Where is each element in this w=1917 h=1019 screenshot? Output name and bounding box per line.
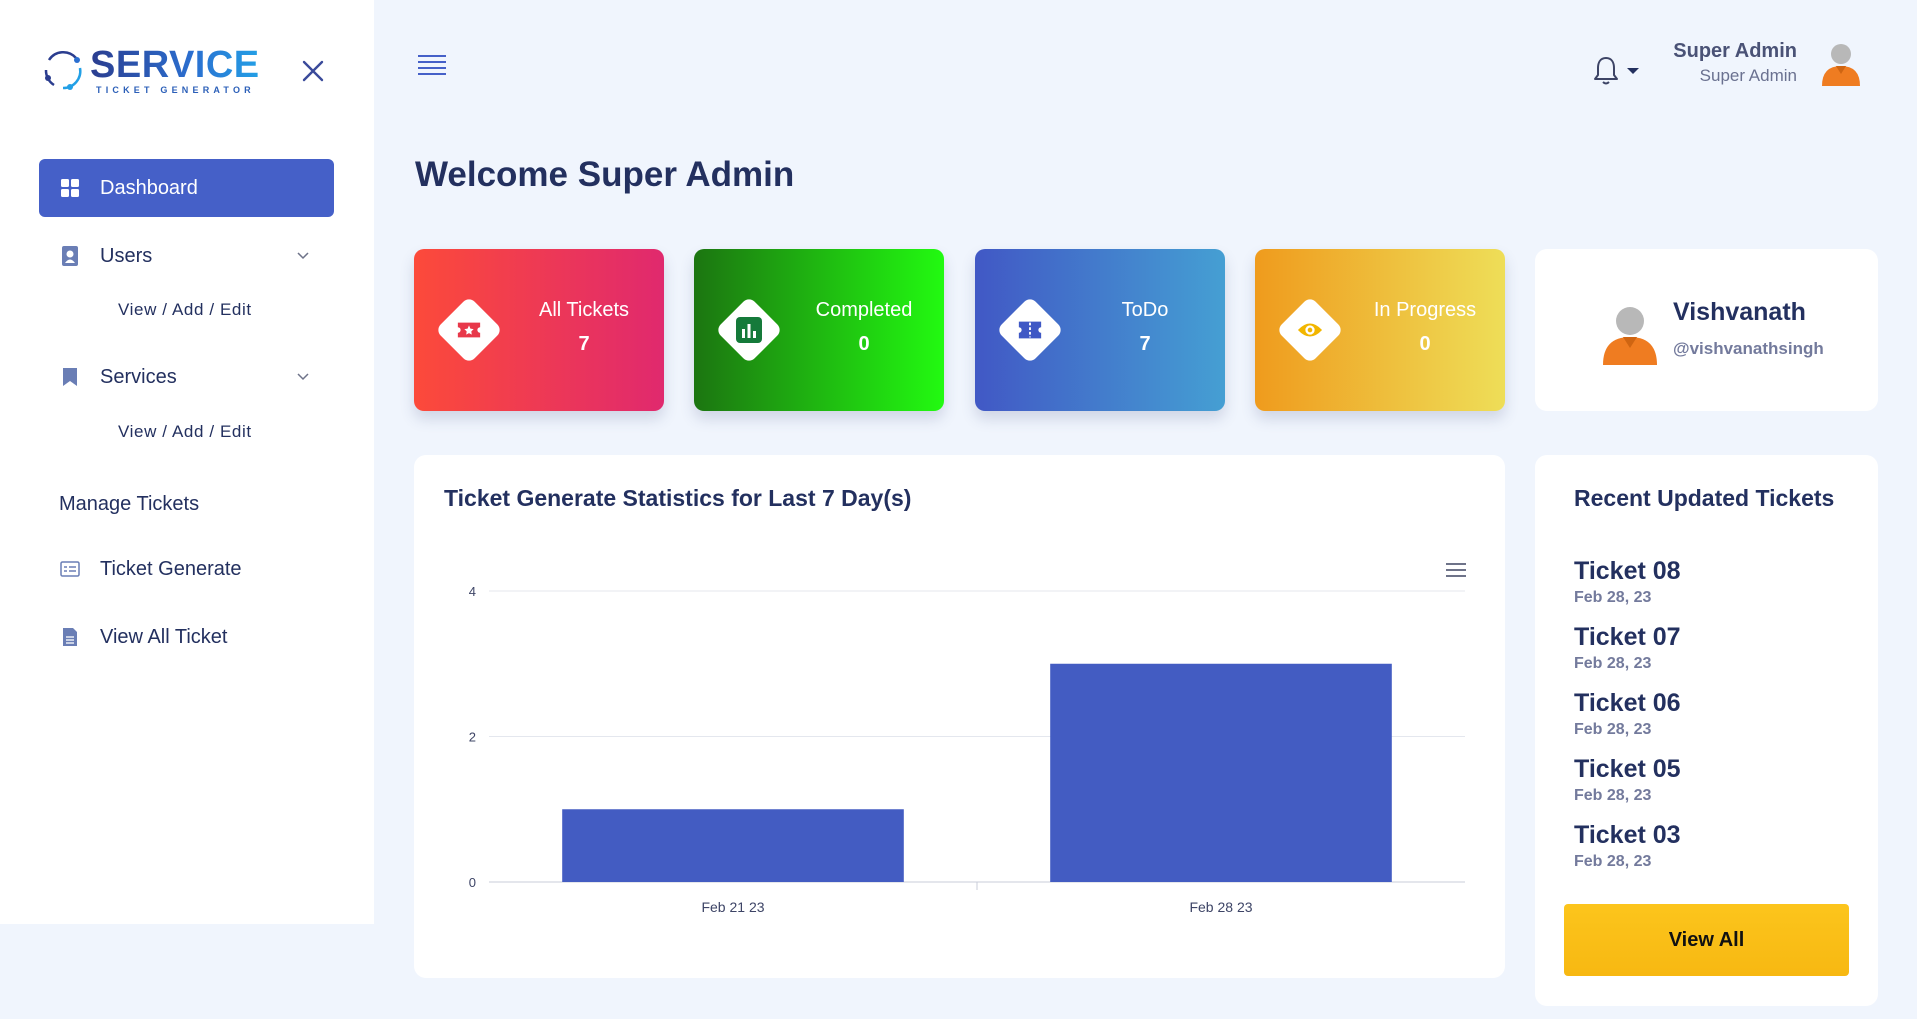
stat-card-all-tickets[interactable]: All Tickets 7 [414, 249, 664, 411]
recent-tickets-card: Recent Updated Tickets Ticket 08 Feb 28,… [1535, 455, 1878, 1006]
sidebar-item-label: Dashboard [100, 176, 198, 199]
profile-handle: @vishvanathsingh [1673, 339, 1824, 358]
list-item[interactable]: Ticket 06 Feb 28, 23 [1574, 689, 1681, 739]
user-badge-icon [59, 245, 81, 267]
header-user-role: Super Admin [1699, 66, 1797, 85]
chevron-down-icon [297, 252, 309, 260]
sidebar-item-ticket-generate[interactable]: Ticket Generate [39, 540, 334, 598]
menu-toggle-icon[interactable] [418, 55, 446, 79]
x-tick-label: Feb 28 23 [1189, 899, 1252, 915]
brand-name: SERVICE [90, 44, 260, 86]
y-tick-label: 4 [469, 584, 476, 599]
sidebar-item-label: Ticket Generate [100, 557, 242, 580]
ticket-date: Feb 28, 23 [1574, 787, 1652, 804]
sidebar-item-view-all-ticket[interactable]: View All Ticket [39, 608, 334, 666]
sidebar: SERVICE TICKET GENERATOR Dashboard Users… [0, 0, 374, 924]
profile-card: Vishvanath @vishvanathsingh [1535, 249, 1878, 411]
chart-bars-icon [736, 317, 762, 343]
document-list-icon [59, 626, 81, 648]
ticket-date: Feb 28, 23 [1574, 721, 1652, 738]
dashboard-grid-icon [59, 177, 81, 199]
stat-value: 0 [858, 333, 870, 355]
manage-tickets-heading: Manage Tickets [59, 493, 200, 515]
ticket-name: Ticket 07 [1574, 623, 1681, 651]
brand-logo[interactable]: SERVICE TICKET GENERATOR [40, 46, 260, 95]
view-all-button[interactable]: View All [1564, 904, 1849, 976]
ticket-name: Ticket 05 [1574, 755, 1681, 783]
chart-card: Ticket Generate Statistics for Last 7 Da… [414, 455, 1505, 978]
sidebar-item-services[interactable]: Services [39, 348, 334, 406]
list-item[interactable]: Ticket 05 Feb 28, 23 [1574, 755, 1681, 805]
ticket-date: Feb 28, 23 [1574, 589, 1652, 606]
ticket-icon [456, 317, 482, 343]
eye-icon [1297, 317, 1323, 343]
chart-bar [562, 809, 904, 882]
ticket-name: Ticket 06 [1574, 689, 1681, 717]
chevron-down-icon [297, 373, 309, 381]
stat-label: All Tickets [538, 299, 630, 321]
sidebar-item-label: View All Ticket [100, 625, 228, 648]
ticket-name: Ticket 08 [1574, 557, 1681, 585]
ticket-date: Feb 28, 23 [1574, 853, 1652, 870]
stat-label: ToDo [1121, 299, 1169, 321]
sidebar-item-users[interactable]: Users [39, 227, 334, 285]
profile-name: Vishvanath [1673, 298, 1806, 326]
chart-bar [1050, 663, 1392, 882]
stat-value: 7 [578, 333, 590, 355]
ticket-form-icon [59, 558, 81, 580]
avatar [1603, 307, 1657, 365]
recent-tickets-title: Recent Updated Tickets [1574, 485, 1835, 511]
stat-label: Completed [815, 299, 913, 321]
ticket-bar-chart: 0 2 4 Feb 21 23 Feb 28 23 [469, 584, 1465, 915]
chart-title: Ticket Generate Statistics for Last 7 Da… [444, 485, 912, 511]
sidebar-item-label: Users [100, 244, 153, 267]
x-tick-label: Feb 21 23 [701, 899, 764, 915]
caret-down-icon [1627, 68, 1639, 74]
stat-card-todo[interactable]: ToDo 7 [975, 249, 1225, 411]
bell-icon [1594, 57, 1618, 85]
ticket-date: Feb 28, 23 [1574, 655, 1652, 672]
users-sub-link[interactable]: View / Add / Edit [118, 300, 252, 319]
close-icon[interactable] [300, 58, 326, 84]
stat-value: 0 [1419, 333, 1431, 355]
sidebar-item-dashboard[interactable]: Dashboard [39, 159, 334, 217]
notifications-button[interactable] [1592, 54, 1644, 88]
header-user-name[interactable]: Super Admin [1673, 40, 1797, 62]
list-item[interactable]: Ticket 03 Feb 28, 23 [1574, 821, 1681, 871]
page-title: Welcome Super Admin [415, 155, 795, 194]
list-item[interactable]: Ticket 07 Feb 28, 23 [1574, 623, 1681, 673]
stat-card-in-progress[interactable]: In Progress 0 [1255, 249, 1505, 411]
ticket-name: Ticket 03 [1574, 821, 1681, 849]
stat-label: In Progress [1373, 299, 1477, 321]
y-tick-label: 0 [469, 875, 476, 890]
logo-ring-icon [44, 50, 82, 90]
sidebar-item-label: Services [100, 365, 177, 388]
brand-tagline: TICKET GENERATOR [96, 85, 255, 95]
stat-card-completed[interactable]: Completed 0 [694, 249, 944, 411]
bookmark-icon [59, 366, 81, 388]
todo-ticket-icon [1017, 317, 1043, 343]
chart-menu-icon[interactable] [1446, 563, 1466, 579]
avatar[interactable] [1820, 42, 1862, 86]
services-sub-link[interactable]: View / Add / Edit [118, 422, 252, 441]
list-item[interactable]: Ticket 08 Feb 28, 23 [1574, 557, 1681, 607]
stat-value: 7 [1139, 333, 1151, 355]
y-tick-label: 2 [469, 730, 476, 745]
